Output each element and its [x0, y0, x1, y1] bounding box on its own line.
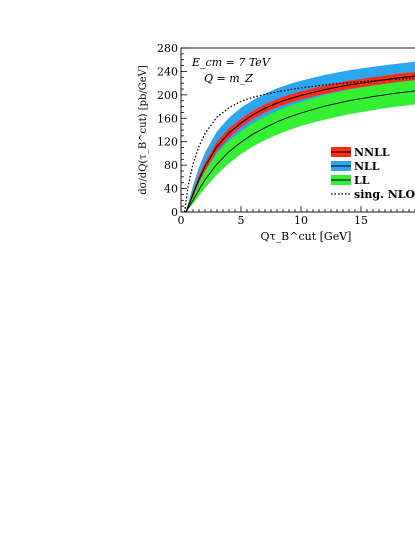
- legend-label-ll: LL: [354, 174, 370, 187]
- y-tick-label: 200: [157, 89, 178, 102]
- legend-label-nll: NLL: [354, 160, 380, 173]
- y-tick-label: 120: [157, 136, 178, 149]
- legend-label-nnll: NNLL: [354, 146, 390, 159]
- band-ll: [185, 79, 415, 212]
- y-tick-label: 280: [157, 42, 178, 55]
- line-sing-nlo: [183, 77, 415, 212]
- x-tick-label: 5: [238, 214, 245, 227]
- line-ll: [185, 90, 415, 212]
- y-tick-label: 40: [164, 183, 178, 196]
- x-axis-label: Qτ_B^cut [GeV]: [261, 230, 352, 243]
- line-nll: [185, 75, 415, 212]
- y-tick-label: 0: [171, 206, 178, 219]
- y-axis-label: dσ/dQ(τ_B^cut) [pb/GeV]: [138, 65, 149, 195]
- x-tick-label: 15: [354, 214, 368, 227]
- legend-label-sing-nlo: sing. NLO: [354, 188, 415, 201]
- x-tick-label: 0: [178, 214, 185, 227]
- y-tick-label: 80: [164, 159, 178, 172]
- annotation-energy: E_cm = 7 TeV: [191, 56, 271, 69]
- annotation-scale: Q = m_Z: [204, 72, 253, 85]
- y-tick-label: 240: [157, 65, 178, 78]
- x-tick-label: 10: [294, 214, 308, 227]
- y-tick-label: 160: [157, 112, 178, 125]
